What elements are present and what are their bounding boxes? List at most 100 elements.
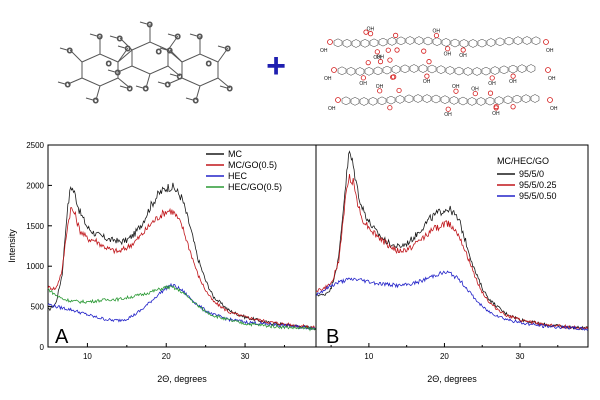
oxygen-group (377, 88, 383, 94)
carbon-ring (396, 36, 406, 46)
legend-title-b: MC/HEC/GO (497, 156, 549, 166)
hydroxyl-label: OH (320, 48, 328, 54)
methyl-bond (59, 47, 68, 51)
series-line (47, 284, 316, 332)
methyl-bond (119, 85, 128, 89)
hydroxyl-label: OH (452, 84, 460, 90)
oxygen-group (421, 48, 427, 54)
legend-label: MC/GO(0.5) (228, 160, 277, 170)
oxygen-group (391, 74, 397, 80)
carbon-ring (436, 65, 446, 74)
carbon-ring (463, 67, 473, 76)
carbon-ring (522, 36, 532, 45)
series-line (315, 150, 589, 331)
hydroxyl-label: OH (471, 87, 479, 93)
x-tick-label: 10 (364, 352, 373, 361)
hydroxyl-label: OH (548, 76, 556, 82)
oxygen-group (393, 32, 399, 38)
methyl-bond (117, 45, 126, 49)
sugar-ring (81, 53, 119, 87)
carbon-ring (441, 38, 451, 47)
bond (69, 49, 83, 63)
hydroxyl-label: OH (367, 27, 375, 33)
carbon-ring (346, 67, 356, 76)
y-axis-a: 0 500 1000 1500 2000 2500 (26, 141, 52, 352)
carboxyl-oxygen (547, 97, 553, 103)
bond (67, 77, 83, 85)
chart-panel-b: 10 20 30 MC/HEC/GO 95/5/095/5/0.2595/5/0.5… (315, 144, 589, 384)
methyl-bond (135, 85, 144, 89)
methyl-bond (189, 33, 198, 37)
x-axis-b: 10 20 30 (330, 343, 559, 361)
carbon-ring (359, 97, 369, 106)
carbon-ring (526, 64, 536, 73)
x-axis-title-a: 2Θ, degrees (157, 374, 207, 384)
y-tick-label: 1500 (26, 222, 44, 231)
y-tick-label: 2500 (26, 141, 44, 150)
hydroxyl-label: OH (444, 112, 452, 118)
carbon-ring (531, 36, 541, 46)
methyl-bond (185, 97, 194, 101)
methyl-bond (89, 33, 98, 37)
methoxy-oxygen: O (127, 86, 133, 93)
glycosidic-bond (167, 49, 183, 63)
carbon-ring (409, 64, 419, 73)
methoxy-oxygen: O (165, 82, 171, 89)
carbon-ring (391, 65, 401, 74)
carbon-ring (490, 66, 500, 75)
hydroxyl-label: OH (550, 106, 558, 112)
carbon-ring (337, 66, 347, 76)
methoxy-oxygen: O (65, 82, 71, 89)
carbon-ring (422, 94, 432, 103)
carbon-ring (504, 36, 514, 46)
chart-panel-a: 0 500 1000 1500 2000 2500 10 20 30 MCMC/GO(0.5)… (7, 141, 317, 384)
oxygen-group (387, 105, 393, 111)
carbon-ring (341, 96, 351, 106)
hydroxyl-label: OH (459, 53, 467, 59)
oxygen-group (445, 46, 451, 52)
carbon-ring (395, 95, 405, 104)
carbon-ring (449, 96, 459, 105)
oxygen-group (377, 59, 384, 65)
carbon-ring (342, 39, 352, 48)
plot-frame-b (315, 144, 589, 348)
carbon-ring (405, 36, 415, 45)
carbon-ring (472, 67, 482, 76)
hydroxyl-label: OH (432, 29, 440, 35)
bond (217, 47, 229, 63)
carboxyl-oxygen (545, 67, 551, 73)
methyl-bond (167, 33, 176, 37)
oxygen-group (360, 75, 366, 81)
bond (167, 77, 183, 85)
methyl-bond (107, 69, 116, 73)
sugar-ring (181, 53, 219, 87)
carbon-ring (467, 97, 477, 106)
x-tick-label: 30 (241, 352, 250, 361)
oxygen-group (367, 31, 374, 37)
oxygen-group (424, 73, 430, 79)
bond (119, 37, 133, 51)
carbon-ring (458, 96, 468, 106)
carbon-ring (512, 94, 522, 104)
y-tick-label: 1000 (26, 262, 44, 271)
bond (145, 73, 151, 89)
bond (95, 85, 101, 101)
oxygen-group (365, 60, 371, 66)
methoxy-oxygen: O (93, 98, 99, 105)
x-tick-label: 20 (162, 352, 171, 361)
carbon-ring (382, 65, 392, 75)
methyl-bond (159, 47, 168, 51)
sugar-ring (131, 41, 169, 75)
series-group-a (47, 182, 316, 332)
carbon-ring (494, 96, 504, 105)
y-tick-label: 0 (40, 343, 45, 352)
carbon-ring (495, 37, 505, 47)
carbon-ring (413, 94, 423, 103)
carbon-ring (360, 39, 370, 48)
carbon-ring (468, 39, 478, 48)
carbon-ring (351, 39, 361, 48)
